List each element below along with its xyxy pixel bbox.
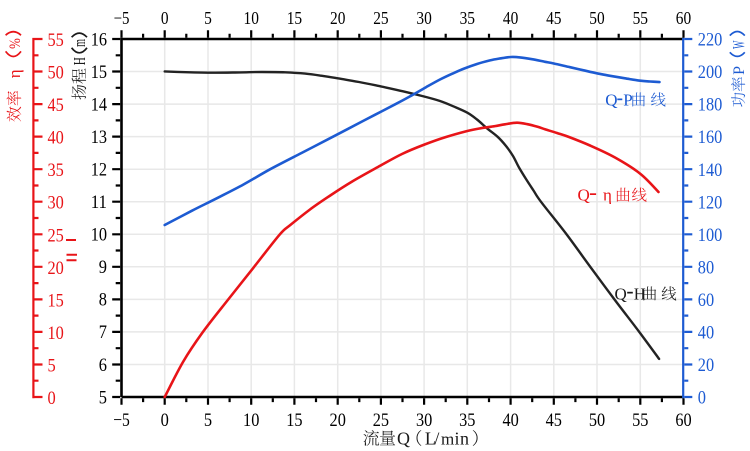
svg-text:40: 40 [502, 410, 518, 431]
svg-text:100: 100 [698, 225, 723, 246]
svg-text:30: 30 [48, 193, 64, 214]
svg-text:20: 20 [330, 410, 346, 431]
svg-text:η: η [5, 69, 24, 78]
svg-text:10: 10 [91, 225, 107, 246]
svg-text:15: 15 [286, 410, 302, 431]
svg-text:220: 220 [698, 30, 723, 51]
svg-text:i: i [455, 428, 460, 448]
svg-text:Q: Q [397, 428, 410, 448]
svg-text:14: 14 [91, 94, 108, 115]
svg-text:16: 16 [91, 29, 107, 50]
svg-text:m: m [441, 429, 454, 448]
svg-text:0: 0 [161, 8, 169, 28]
svg-text:25: 25 [373, 8, 388, 28]
svg-text:8: 8 [99, 290, 107, 311]
svg-text:140: 140 [698, 160, 723, 181]
svg-text:W: W [729, 40, 748, 48]
svg-text:%: % [7, 38, 25, 49]
svg-text:20: 20 [330, 8, 345, 28]
svg-text:15: 15 [91, 62, 107, 83]
svg-text:45: 45 [48, 95, 64, 116]
svg-text:13: 13 [91, 127, 107, 148]
svg-text:25: 25 [373, 410, 389, 431]
svg-text:H: H [634, 284, 646, 303]
svg-text:20: 20 [698, 355, 714, 376]
svg-text:160: 160 [698, 127, 723, 148]
svg-text:P: P [623, 90, 632, 109]
svg-text:0: 0 [698, 388, 706, 409]
svg-text:60: 60 [698, 290, 714, 311]
svg-text:80: 80 [698, 257, 714, 278]
svg-text:35: 35 [459, 410, 475, 431]
svg-text:−5: −5 [113, 410, 130, 431]
svg-text:180: 180 [698, 95, 723, 116]
svg-text:6: 6 [99, 355, 107, 376]
svg-text:η: η [603, 186, 612, 205]
svg-text:0: 0 [161, 410, 169, 431]
svg-text:n: n [460, 428, 469, 448]
svg-text:10: 10 [244, 8, 259, 28]
svg-text:5: 5 [99, 387, 107, 408]
svg-text:45: 45 [546, 410, 562, 431]
svg-text:−5: −5 [114, 8, 130, 28]
svg-text:55: 55 [632, 410, 648, 431]
svg-text:60: 60 [675, 410, 691, 431]
svg-text:40: 40 [698, 323, 714, 344]
svg-text:35: 35 [460, 8, 475, 28]
svg-text:15: 15 [287, 8, 302, 28]
svg-text:0: 0 [48, 388, 56, 409]
svg-text:H: H [71, 57, 90, 65]
svg-text:60: 60 [676, 8, 691, 28]
svg-text:10: 10 [243, 410, 259, 431]
svg-text:40: 40 [503, 8, 518, 28]
svg-text:5: 5 [48, 356, 56, 377]
svg-text:50: 50 [48, 63, 64, 84]
svg-text:L: L [425, 428, 436, 448]
svg-text:9: 9 [99, 257, 107, 278]
svg-text:120: 120 [698, 192, 723, 213]
svg-text:10: 10 [48, 323, 64, 344]
svg-text:30: 30 [416, 410, 432, 431]
svg-text:5: 5 [204, 8, 212, 28]
svg-text:55: 55 [48, 30, 64, 51]
svg-text:12: 12 [91, 160, 107, 181]
svg-text:50: 50 [589, 410, 605, 431]
svg-text:Q: Q [605, 90, 617, 109]
svg-text:20: 20 [48, 258, 64, 279]
svg-text:11: 11 [91, 192, 107, 213]
svg-text:Q: Q [615, 284, 627, 303]
svg-text:50: 50 [589, 8, 604, 28]
svg-text:45: 45 [546, 8, 561, 28]
svg-text:Q: Q [578, 186, 590, 205]
svg-text:200: 200 [698, 62, 723, 83]
svg-text:7: 7 [99, 322, 107, 343]
svg-text:m: m [72, 39, 90, 47]
svg-text:30: 30 [416, 8, 431, 28]
svg-text:35: 35 [48, 160, 64, 181]
svg-text:15: 15 [48, 290, 64, 311]
svg-text:5: 5 [204, 410, 212, 431]
svg-text:P: P [731, 66, 748, 75]
svg-text:/: / [434, 428, 439, 448]
svg-text:40: 40 [48, 128, 64, 149]
svg-text:55: 55 [633, 8, 648, 28]
svg-text:25: 25 [48, 225, 64, 246]
